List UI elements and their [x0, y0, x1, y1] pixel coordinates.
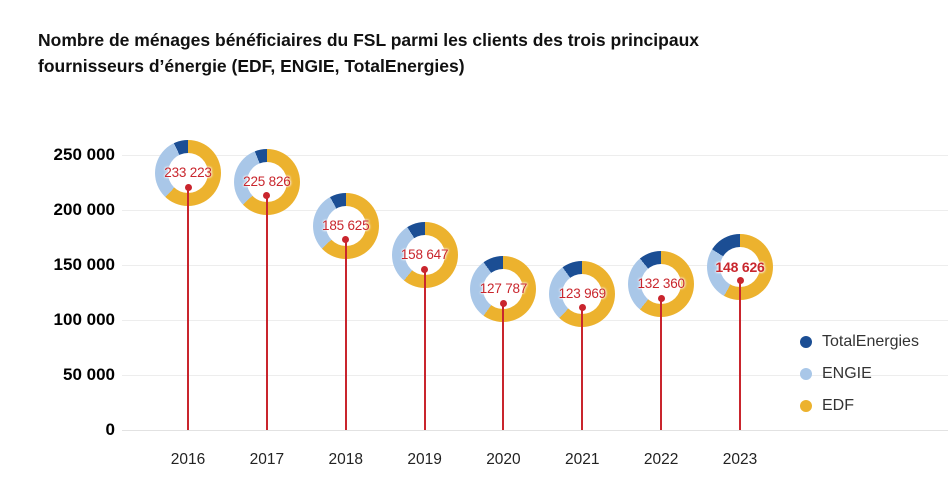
stem-dot — [421, 265, 429, 273]
gridline-150000 — [122, 265, 948, 266]
stem-dot — [657, 294, 665, 302]
stem-dot — [578, 304, 586, 312]
lollipop-stem — [187, 187, 189, 430]
value-label: 148 626 — [715, 258, 765, 275]
lollipop-stem — [660, 298, 663, 430]
y-axis-label: 0 — [105, 420, 115, 439]
stem-dot — [263, 192, 271, 200]
value-label: 185 625 — [322, 217, 370, 233]
legend: TotalEnergies ENGIE EDF — [800, 331, 919, 427]
y-axis-label: 250 000 — [53, 145, 115, 164]
x-axis-label: 2023 — [722, 451, 758, 468]
gridline-100000 — [122, 320, 948, 321]
legend-color-dot-edf — [800, 399, 812, 412]
legend-label-engie: ENGIE — [822, 365, 872, 382]
legend-color-dot-engie — [800, 367, 812, 380]
chart-title: Nombre de ménages bénéficiaires du FSL p… — [38, 30, 700, 76]
value-label: 225 826 — [243, 173, 291, 189]
gridline-200000 — [122, 210, 948, 211]
donut-marker-2022 — [628, 251, 695, 318]
x-axis-label: 2020 — [486, 451, 521, 468]
value-label: 233 223 — [164, 165, 212, 181]
donut-marker-2021 — [549, 260, 616, 327]
gridline-50000 — [122, 375, 948, 376]
value-label: 132 360 — [637, 276, 685, 292]
lollipop-stem — [739, 280, 742, 430]
lollipop-stem — [502, 303, 505, 430]
y-axis-label: 50 000 — [63, 365, 115, 384]
legend-item-edf: EDF — [800, 395, 919, 416]
y-axis-label: 200 000 — [53, 200, 115, 219]
x-axis-label: 2022 — [643, 451, 679, 468]
legend-item-totalenergies: TotalEnergies — [800, 331, 919, 352]
x-axis-label: 2018 — [328, 451, 363, 468]
stem-dot — [342, 236, 350, 244]
x-axis-label: 2016 — [170, 451, 206, 468]
value-label: 158 647 — [400, 247, 449, 263]
y-axis-label: 150 000 — [53, 255, 115, 274]
x-axis-label: 2021 — [565, 451, 600, 468]
gridline-0 — [122, 430, 948, 431]
stem-dot — [736, 277, 744, 284]
lollipop-stem — [423, 269, 426, 430]
gridline-250000 — [122, 155, 948, 156]
stem-dot — [184, 183, 192, 191]
lollipop-stem — [581, 307, 584, 430]
y-axis-label: 100 000 — [53, 310, 115, 329]
lollipop-stem — [344, 239, 347, 430]
legend-label-edf: EDF — [822, 397, 854, 414]
legend-item-engie: ENGIE — [800, 363, 919, 384]
x-axis-label: 2019 — [407, 451, 442, 468]
value-label: 123 969 — [558, 285, 607, 301]
stem-dot — [499, 299, 507, 307]
donut-marker-2020 — [470, 256, 537, 323]
legend-label-totalenergies: TotalEnergies — [822, 333, 919, 350]
x-axis-label: 2017 — [249, 451, 285, 468]
lollipop-stem — [265, 195, 268, 430]
value-label: 127 787 — [479, 281, 528, 297]
legend-color-dot-totalenergies — [800, 335, 812, 348]
